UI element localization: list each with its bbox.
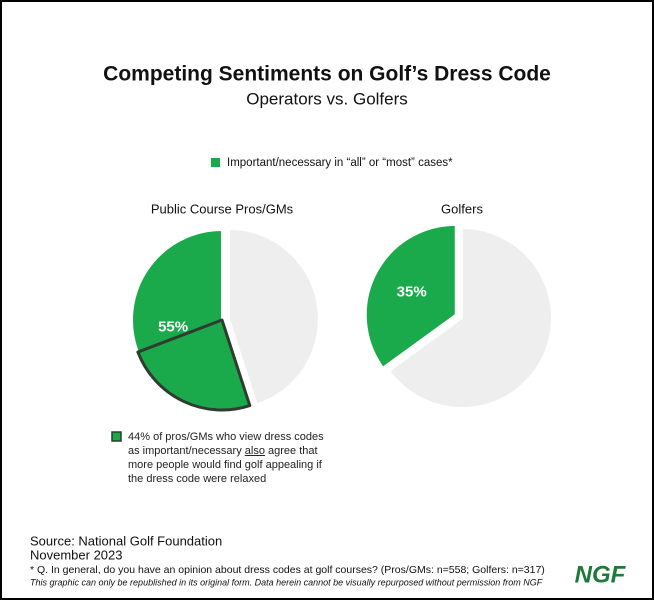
note-text: 44% of pros/GMs who view dress codes as … [128,431,324,457]
pie-title: Public Course Pros/GMs [151,201,294,216]
source: Source: National Golf Foundation [30,533,222,548]
pie-slice [227,227,320,406]
value-label: 35% [397,283,427,300]
pie-title: Golfers [441,201,483,216]
note-emphasis: also [244,445,265,457]
legend-swatch [211,158,220,167]
pie-slice [364,223,457,370]
chart-title: Competing Sentiments on Golf’s Dress Cod… [103,63,551,86]
highlight-swatch [111,431,122,442]
disclaimer: This graphic can only be republished in … [30,577,543,587]
value-label: 55% [158,319,188,336]
logo: NGF [575,561,627,588]
date: November 2023 [30,547,123,562]
pie-slice [387,226,553,409]
legend-label: Important/necessary in “all” or “most” c… [227,157,453,169]
note-text: agree that more people would find golf a… [128,445,322,485]
highlight-slice [136,318,252,412]
highlight-note: 44% of pros/GMs who view dress codes as … [128,430,338,486]
chart-subtitle: Operators vs. Golfers [246,89,408,108]
footnote: * Q. In general, do you have an opinion … [30,564,545,576]
